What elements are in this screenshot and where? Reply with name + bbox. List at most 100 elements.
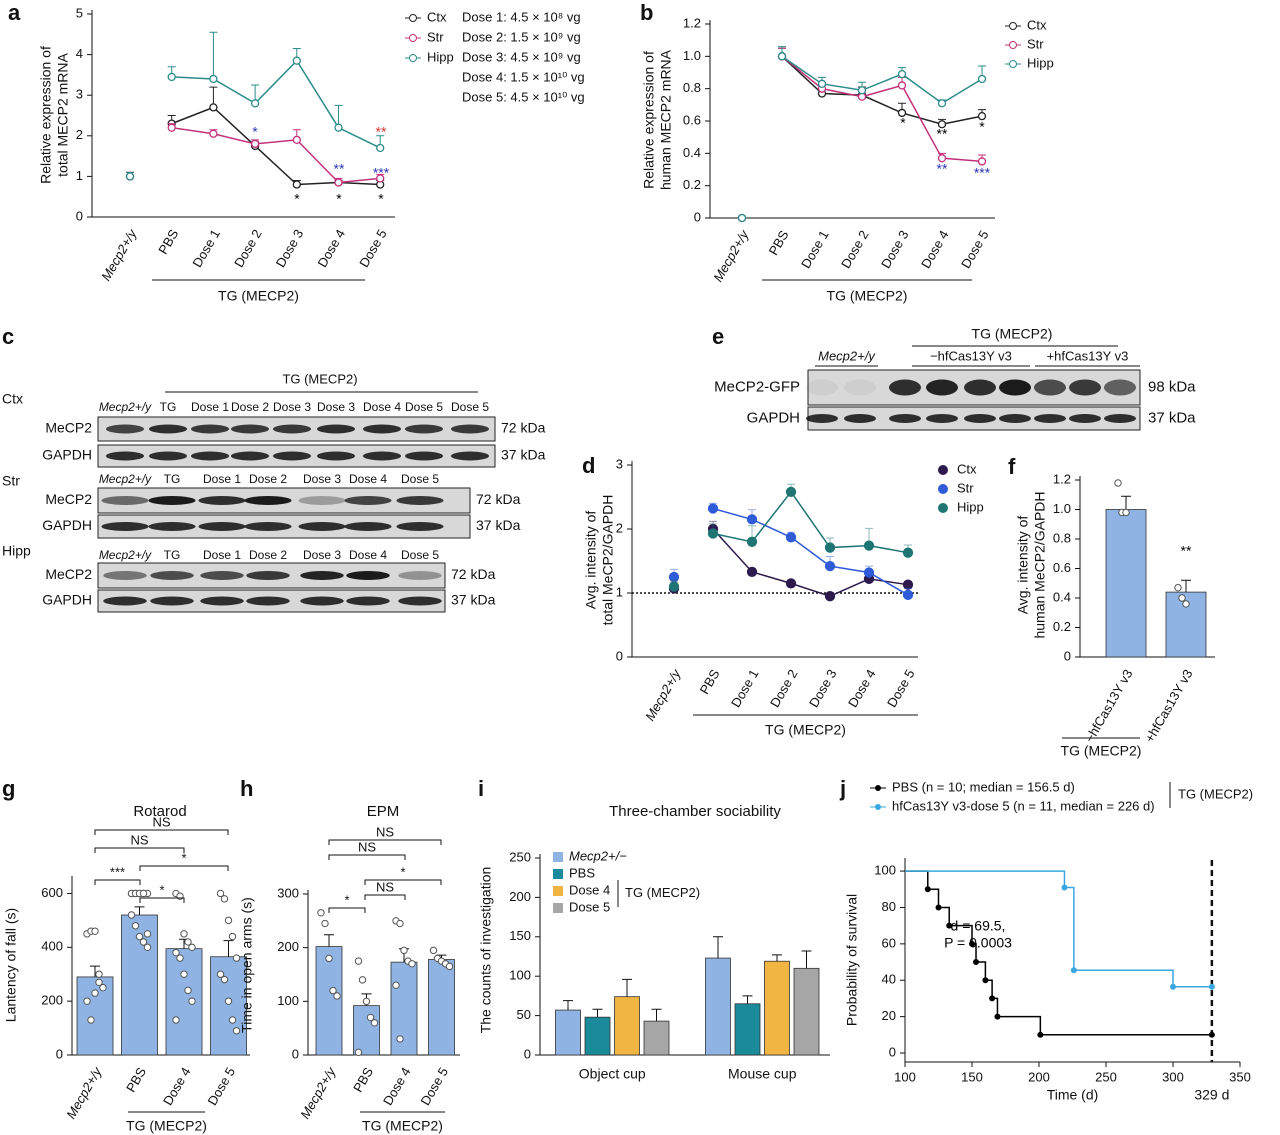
y-tick-label: 200	[277, 939, 299, 954]
blot-band	[298, 496, 346, 505]
blot-band	[398, 571, 442, 580]
x-tick-label: Mecp2+/y	[63, 1063, 105, 1121]
data-point	[317, 909, 325, 917]
significance-label: ***	[110, 864, 125, 879]
annotation: *	[336, 191, 342, 207]
y-tick-label: 0.6	[683, 112, 701, 127]
annotation: *	[979, 119, 985, 135]
point	[292, 56, 301, 65]
significance-bracket	[94, 847, 185, 853]
error-bar	[324, 934, 334, 947]
data-point	[1122, 508, 1130, 517]
data-point	[396, 919, 404, 928]
point	[334, 123, 343, 132]
panel-letter: c	[2, 324, 14, 349]
significance-bracket	[94, 829, 229, 835]
point	[209, 103, 218, 112]
y-tick-label: 0.2	[683, 177, 701, 192]
y-axis-label: total MECP2 mRNA	[55, 52, 71, 176]
point	[863, 567, 875, 578]
y-tick-label: 2	[76, 127, 83, 142]
legend-group-label: TG (MECP2)	[1178, 786, 1253, 801]
bar	[614, 996, 640, 1056]
point	[785, 578, 797, 589]
y-axis-label: Relative expression of	[641, 51, 657, 189]
group-label: +hfCas13Y v3	[1047, 348, 1129, 363]
error-bar	[772, 954, 782, 962]
blot-band	[198, 522, 246, 531]
legend-swatch	[553, 852, 563, 862]
data-point	[184, 986, 192, 995]
protein-label: GAPDH	[42, 592, 92, 608]
blot-band	[398, 596, 442, 606]
blot-band	[148, 451, 188, 461]
blot-band	[396, 522, 444, 531]
blot-band	[450, 424, 490, 434]
lane-label: Dose 2	[249, 472, 287, 486]
x-tick-label: 150	[961, 1069, 983, 1084]
blot-band	[450, 451, 490, 461]
lane-label: Dose 4	[349, 472, 387, 486]
x-tick-label: Dose 1	[798, 228, 832, 271]
censor-point	[1208, 1031, 1215, 1038]
y-tick-label: 0.2	[1053, 619, 1071, 634]
data-point	[354, 1048, 363, 1057]
point	[977, 157, 987, 166]
y-tick-label: 3	[616, 456, 623, 471]
point	[902, 589, 914, 601]
panel-letter: f	[1008, 454, 1016, 479]
x-tick-label: 250	[1095, 1069, 1117, 1084]
point	[902, 547, 914, 558]
data-point	[127, 911, 136, 919]
point	[737, 213, 747, 223]
lane-label: Dose 3	[303, 472, 341, 486]
protein-label: GAPDH	[747, 409, 800, 426]
blot-band	[844, 379, 876, 396]
error-bar	[90, 965, 100, 977]
censor-point	[924, 886, 931, 893]
data-point	[392, 981, 400, 989]
y-tick-label: 400	[41, 939, 63, 954]
x-tick-label: PBS	[697, 666, 723, 696]
significance-label: NS	[376, 824, 394, 839]
point	[824, 591, 836, 602]
data-point	[220, 895, 229, 903]
blot-band	[999, 414, 1031, 423]
censor-point	[973, 959, 980, 966]
legend-label: Hipp	[427, 49, 454, 64]
data-point	[184, 938, 192, 946]
data-point	[370, 1019, 379, 1027]
error-bar	[1121, 495, 1131, 510]
legend-marker	[875, 785, 881, 791]
censor-point	[1208, 983, 1215, 990]
x-tick-label: 350	[1229, 1069, 1251, 1084]
error-bar	[622, 978, 632, 997]
y-tick-label: 200	[509, 889, 531, 904]
y-tick-label: 0	[56, 1046, 63, 1061]
blot-band	[148, 496, 196, 505]
blot-band	[272, 424, 312, 434]
censor-point	[1037, 1031, 1044, 1038]
blot-band	[190, 451, 230, 461]
blot-band	[316, 451, 356, 461]
size-label: 37 kDa	[1148, 409, 1196, 426]
legend-marker	[1009, 22, 1017, 30]
tissue-label: Str	[2, 473, 20, 489]
size-label: 72 kDa	[501, 420, 546, 436]
size-label: 72 kDa	[451, 566, 496, 582]
point	[707, 528, 719, 539]
lane-label: Dose 3	[273, 400, 311, 414]
panel-letter: h	[240, 776, 253, 801]
blot-band	[103, 571, 147, 580]
lane-label: Dose 5	[401, 548, 439, 562]
blot-band	[396, 496, 444, 505]
bar	[1105, 509, 1147, 658]
panel-letter: g	[2, 776, 15, 801]
y-tick-label: 1.0	[1053, 501, 1071, 516]
data-point	[232, 954, 241, 962]
x-tick-label: Dose 5	[356, 227, 390, 270]
censor-point	[1170, 983, 1176, 990]
point	[746, 536, 758, 547]
legend-marker	[1009, 60, 1017, 68]
blot-band	[244, 522, 292, 531]
